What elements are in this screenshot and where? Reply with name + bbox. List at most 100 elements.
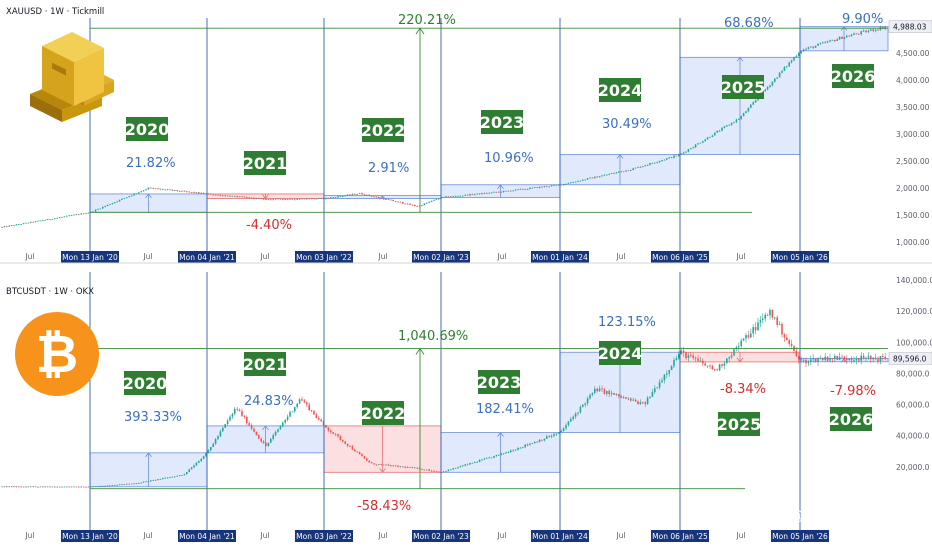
btc-candle — [97, 486, 99, 487]
gold-candle — [80, 213, 82, 215]
btc-candle — [1, 486, 3, 488]
gold-candle — [846, 35, 848, 38]
btc-candle — [493, 455, 495, 458]
gold-candle — [32, 221, 34, 223]
btc-candle — [531, 443, 534, 444]
gold-candle — [690, 148, 692, 150]
btc-candle — [711, 365, 714, 370]
gold-price-tick: 3,000.00 — [896, 130, 930, 139]
btc-candle — [238, 409, 241, 412]
gold-year-badge-2023 — [481, 110, 523, 134]
btc-date-label: Mon 02 Jan '23 — [413, 532, 469, 541]
btc-date-box — [178, 530, 236, 542]
btc-candle — [824, 356, 826, 360]
gold-candle — [99, 208, 102, 210]
gold-candle — [44, 219, 46, 221]
gold-candle — [838, 36, 841, 40]
gold-candle — [238, 196, 241, 198]
gold-year-badge-text-2025: 2025 — [721, 78, 766, 97]
btc-year-badge-text-2025: 2025 — [717, 415, 762, 434]
btc-candle — [342, 439, 344, 442]
btc-candle — [109, 485, 111, 487]
btc-candle — [34, 486, 37, 488]
gold-candle — [723, 126, 726, 128]
btc-candle — [790, 343, 793, 346]
gold-candle — [817, 43, 819, 46]
btc-candle — [634, 399, 637, 402]
gold-year-badge-2025 — [722, 75, 764, 99]
gold-candle — [733, 122, 735, 124]
gold-candle — [397, 201, 399, 203]
btc-candle — [558, 432, 560, 434]
btc-candle — [58, 486, 61, 488]
gold-candle — [476, 193, 478, 195]
btc-candle — [534, 441, 536, 444]
btc-candle — [478, 459, 481, 462]
gold-candle — [610, 173, 613, 175]
gold-candle — [687, 149, 690, 152]
btc-year-badge-2026 — [830, 407, 872, 431]
gold-candle — [193, 192, 195, 193]
gold-candle — [306, 198, 308, 200]
btc-candle — [810, 359, 812, 363]
btc-candle — [63, 486, 66, 488]
gold-candle — [704, 139, 706, 142]
gold-candle — [459, 195, 462, 197]
btc-candle — [46, 486, 49, 488]
gold-candle — [524, 189, 526, 190]
btc-candle — [625, 397, 627, 399]
btc-month-tick: Jul — [24, 531, 34, 540]
gold-candle — [678, 154, 680, 156]
btc-price-tick: 60,000.0 — [896, 401, 930, 410]
gold-candle — [330, 197, 332, 199]
btc-candle — [15, 486, 18, 488]
gold-candle — [776, 77, 778, 79]
gold-candle — [675, 155, 678, 157]
gold-candle — [481, 193, 483, 195]
gold-candle — [325, 197, 327, 200]
btc-candle — [512, 450, 514, 452]
btc-candle — [73, 486, 75, 488]
gold-candle — [250, 197, 253, 199]
gold-candle — [750, 104, 752, 108]
gold-candle — [270, 199, 272, 201]
btc-candle — [243, 416, 246, 418]
gold-candle — [831, 39, 834, 41]
gold-candle — [284, 199, 286, 200]
btc-candle — [207, 450, 210, 453]
btc-candle — [308, 404, 310, 411]
gold-candle — [786, 66, 788, 68]
gold-candle — [591, 177, 594, 179]
btc-range-arrowhead-2023 — [497, 431, 504, 437]
btc-month-tick: Jul — [496, 531, 506, 540]
btc-candle — [246, 416, 248, 424]
gold-candle — [457, 195, 459, 197]
gold-candle — [618, 171, 620, 173]
btc-candle — [658, 382, 661, 388]
btc-candle — [802, 359, 805, 361]
gold-candle — [310, 198, 313, 200]
btc-candle — [642, 402, 644, 404]
gold-candle — [706, 137, 709, 140]
btc-candle — [406, 467, 409, 468]
gold-candle — [656, 162, 658, 163]
gold-change-label-2026: 9.90% — [842, 12, 883, 27]
gold-candle — [742, 113, 745, 117]
gold-candle — [423, 203, 426, 206]
btc-candle — [822, 358, 824, 360]
gold-price-tick: 4,500.00 — [896, 49, 930, 58]
gold-candle — [409, 203, 411, 205]
btc-candle — [262, 441, 265, 444]
gold-year-badge-2024 — [599, 78, 641, 102]
btc-candle — [236, 408, 238, 410]
gold-last-price-tag — [888, 20, 932, 33]
gold-candle — [747, 107, 750, 112]
btc-candle — [644, 402, 646, 405]
gold-change-label-2021: -4.40% — [246, 218, 292, 233]
btc-candle — [116, 484, 118, 486]
gold-candle — [630, 169, 632, 171]
btc-candle — [447, 469, 450, 472]
btc-candle — [754, 327, 757, 331]
btc-candle — [394, 465, 397, 467]
gold-candle — [370, 195, 373, 197]
